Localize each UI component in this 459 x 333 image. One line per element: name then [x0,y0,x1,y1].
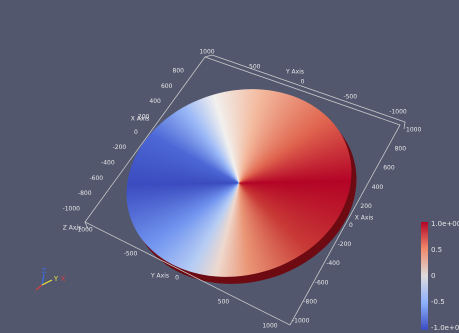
axis-tick-label: -1000 [75,227,93,234]
axis-tick-label: 600 [383,165,395,172]
axis-tick-label: -1000 [389,109,407,116]
axis-x [35,284,43,291]
axis-tick-label: 800 [395,146,407,153]
axis-tick-label: 0 [134,129,138,136]
axis-tick-label: 200 [138,114,150,121]
axis-tick-label: 0 [175,275,179,282]
axis-tick-label: -600 [89,175,103,182]
axis-title: X Axis [355,215,373,222]
colorbar-label: 1.0e+00 [431,220,459,228]
box-edge [204,54,213,58]
colorbar-label: -1.0e+00 [431,324,459,332]
box-edge [84,221,89,230]
axis-tick-label: -600 [315,279,329,286]
box-front [84,56,401,326]
axis-tick-label: 600 [161,83,173,90]
axis-tick-label: -800 [78,190,92,197]
axis-tick-label: 500 [218,299,230,306]
axis-tick-label: 800 [173,68,185,75]
axis-tick-label: -500 [124,251,138,258]
axis-tick-label: -800 [303,298,317,305]
colorbar-label: 0 [431,272,435,280]
axis-tick-label: 0 [349,222,353,229]
axis-title: Y Axis [285,69,304,76]
axis-tick-label: 0 [301,79,305,86]
axis-tick-label: 1000 [406,127,421,134]
axis-tick-label: -200 [338,241,352,248]
axis-tick-label: -500 [343,94,357,101]
axis-y [41,279,53,286]
axis-tick-label: 200 [360,203,372,210]
orientation-label: Z [42,267,47,275]
axis-title: Z Axis [63,225,81,232]
axis-tick-label: -400 [101,160,115,167]
axis-tick-label: -400 [326,260,340,267]
axis-title: Y Axis [150,273,169,280]
axis-tick-label: -1000 [292,318,310,325]
axis-tick-label: -1000 [63,206,81,213]
orientation-label: X [61,275,66,283]
orientation-label: Y [53,275,59,283]
axis-tick-label: -200 [113,144,127,151]
axis-tick-label: 1000 [199,49,214,56]
axis-box [84,54,406,326]
orientation-axes [35,273,53,291]
axis-tick-label: 400 [372,184,384,191]
axis-z [41,273,45,286]
axis-tick-label: 400 [149,98,161,105]
colorbar-label: -0.5 [431,298,445,306]
colorbar-label: 0.5 [431,246,442,254]
axis-tick-label: 500 [249,64,261,71]
color-legend-bar [421,222,428,330]
axis-tick-label: 1000 [262,323,277,330]
box-back [211,54,406,130]
axis-title: X Axis [131,116,149,123]
